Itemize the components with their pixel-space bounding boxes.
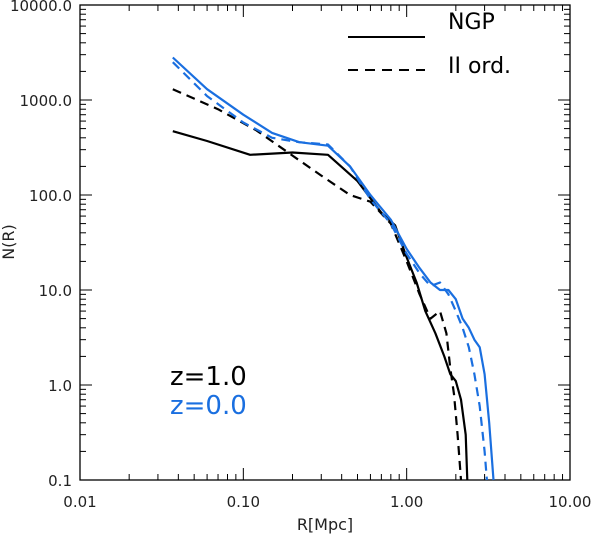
ticks xyxy=(79,5,570,481)
plot-frame xyxy=(79,4,571,481)
y-tick-label: 1000.0 xyxy=(20,92,73,110)
y-axis-label: N(R) xyxy=(0,224,18,260)
x-tick-label: 0.10 xyxy=(227,493,260,511)
x-tick-label: 0.01 xyxy=(63,493,96,511)
legend: NGP II ord. xyxy=(348,10,511,79)
y-tick-label: 100.0 xyxy=(29,187,72,205)
x-tick-label: 10.00 xyxy=(549,493,592,511)
series-group xyxy=(172,56,495,481)
y-tick-label: 10000.0 xyxy=(10,0,72,15)
series-line-z-1-0-ngp xyxy=(172,130,469,481)
y-tick-label: 1.0 xyxy=(48,377,72,395)
y-tick-label: 10.0 xyxy=(39,282,72,300)
x-axis-label: R[Mpc] xyxy=(297,515,353,534)
legend-label-ii-ord: II ord. xyxy=(448,54,511,79)
annotation-z1: z=1.0 xyxy=(170,362,247,392)
series-line-z-0-0-ii-ord xyxy=(172,61,488,481)
x-tick-label: 1.00 xyxy=(390,493,423,511)
series-line-z-0-0-ngp xyxy=(172,56,495,481)
annotation-z0: z=0.0 xyxy=(170,391,247,421)
y-tick-label: 0.1 xyxy=(48,472,72,490)
legend-label-ngp: NGP xyxy=(448,10,495,35)
series-line-z-1-0-ii-ord xyxy=(172,88,463,481)
tick-labels: 0.01 0.10 1.00 10.00 0.1 1.0 10.0 100.0 1000.0 10… xyxy=(10,0,592,511)
